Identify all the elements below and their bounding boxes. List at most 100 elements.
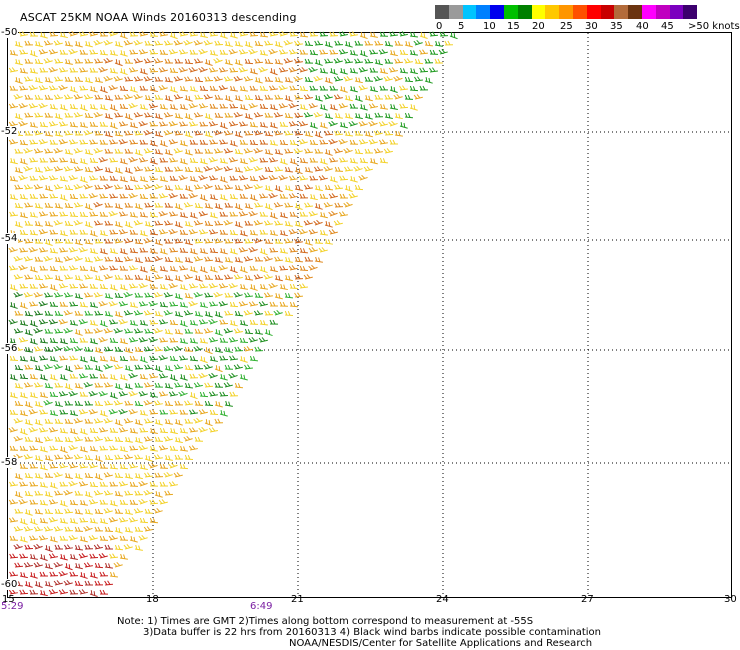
wind-barb: [308, 229, 318, 235]
wind-barb: [119, 68, 128, 76]
wind-barb: [113, 364, 123, 370]
wind-barb: [299, 157, 309, 164]
wind-barb: [288, 102, 298, 109]
wind-barb: [169, 301, 179, 307]
wind-barb: [74, 41, 83, 48]
wind-barb: [334, 112, 343, 119]
wind-barb: [218, 264, 228, 271]
wind-barb: [34, 238, 44, 244]
wind-barb: [218, 85, 228, 91]
wind-barb: [108, 210, 118, 217]
wind-barb: [134, 364, 144, 370]
wind-barb: [154, 130, 163, 138]
wind-barb: [149, 85, 158, 92]
wind-barb: [294, 167, 303, 175]
wind-barb: [374, 58, 383, 66]
wind-barb: [119, 50, 128, 57]
wind-barb: [119, 553, 128, 560]
note-line: Note: 1) Times are GMT 2)Times along bot…: [117, 616, 534, 627]
wind-barb: [388, 67, 398, 73]
wind-barb: [114, 292, 124, 299]
wind-barb: [99, 589, 109, 595]
latitude-label: -56: [0, 343, 19, 354]
wind-barb: [158, 499, 168, 505]
wind-barb: [124, 184, 134, 191]
wind-barb: [164, 149, 173, 156]
wind-barb: [268, 175, 278, 181]
wind-barb: [139, 409, 148, 416]
wind-barb: [119, 355, 129, 362]
wind-barb: [59, 301, 69, 307]
wind-barb: [18, 174, 28, 181]
wind-barb: [64, 400, 74, 406]
wind-barb: [208, 121, 218, 127]
wind-barb: [189, 31, 199, 37]
wind-barb: [118, 211, 128, 217]
wind-barb: [89, 283, 99, 289]
wind-barb: [49, 482, 58, 489]
wind-barb: [198, 229, 208, 235]
wind-barb: [219, 355, 229, 361]
wind-barb: [243, 256, 253, 262]
wind-barb: [59, 247, 68, 253]
wind-barb: [9, 374, 18, 381]
wind-barb: [8, 318, 18, 325]
wind-barb: [123, 40, 133, 46]
wind-barb: [99, 355, 108, 362]
wind-barb: [49, 103, 58, 110]
wind-barb: [49, 193, 59, 199]
wind-barb: [54, 58, 64, 64]
wind-barb: [89, 481, 99, 488]
wind-barb: [319, 158, 328, 165]
wind-barb: [13, 328, 23, 334]
wind-barb: [19, 139, 29, 146]
colorbar-label: 35: [610, 21, 623, 32]
wind-barb: [29, 139, 39, 145]
wind-barb: [59, 104, 68, 111]
wind-barb: [104, 256, 114, 262]
wind-barb: [284, 202, 294, 208]
wind-barb: [253, 130, 263, 136]
wind-barb: [149, 140, 158, 147]
wind-barb: [269, 212, 278, 220]
wind-barb: [29, 193, 39, 199]
wind-barb: [64, 148, 73, 155]
wind-barb: [19, 536, 28, 543]
wind-barb: [94, 58, 104, 64]
wind-barb: [434, 58, 444, 64]
wind-barb: [124, 365, 133, 372]
wind-barb: [258, 301, 268, 307]
wind-barb: [104, 562, 113, 569]
wind-barb: [159, 427, 169, 434]
wind-barb: [44, 472, 54, 478]
wind-barb: [148, 300, 158, 307]
wind-barb: [248, 301, 258, 307]
wind-barb: [129, 445, 139, 451]
wind-barb: [119, 265, 129, 271]
wind-barb: [358, 139, 368, 145]
colorbar-swatch: [503, 5, 518, 19]
wind-barb: [308, 66, 318, 73]
wind-barb: [118, 427, 128, 433]
wind-barb: [333, 76, 343, 82]
wind-barb: [103, 472, 113, 478]
wind-barb: [149, 158, 158, 165]
wind-barb: [78, 373, 88, 379]
wind-barb: [38, 427, 48, 433]
wind-barb: [134, 419, 143, 426]
wind-barb: [73, 183, 83, 190]
wind-barb: [154, 436, 164, 442]
wind-barb: [134, 472, 143, 480]
wind-barb: [89, 356, 98, 363]
wind-barb: [169, 211, 178, 217]
wind-barb: [14, 148, 24, 154]
wind-barb: [83, 381, 93, 388]
wind-barb: [393, 75, 403, 82]
wind-barb: [174, 238, 184, 244]
wind-barb: [38, 300, 48, 307]
wind-barb: [154, 148, 163, 155]
wind-barb: [338, 103, 348, 109]
wind-barb: [259, 157, 269, 163]
wind-barb: [109, 229, 119, 235]
wind-barb: [79, 265, 89, 271]
